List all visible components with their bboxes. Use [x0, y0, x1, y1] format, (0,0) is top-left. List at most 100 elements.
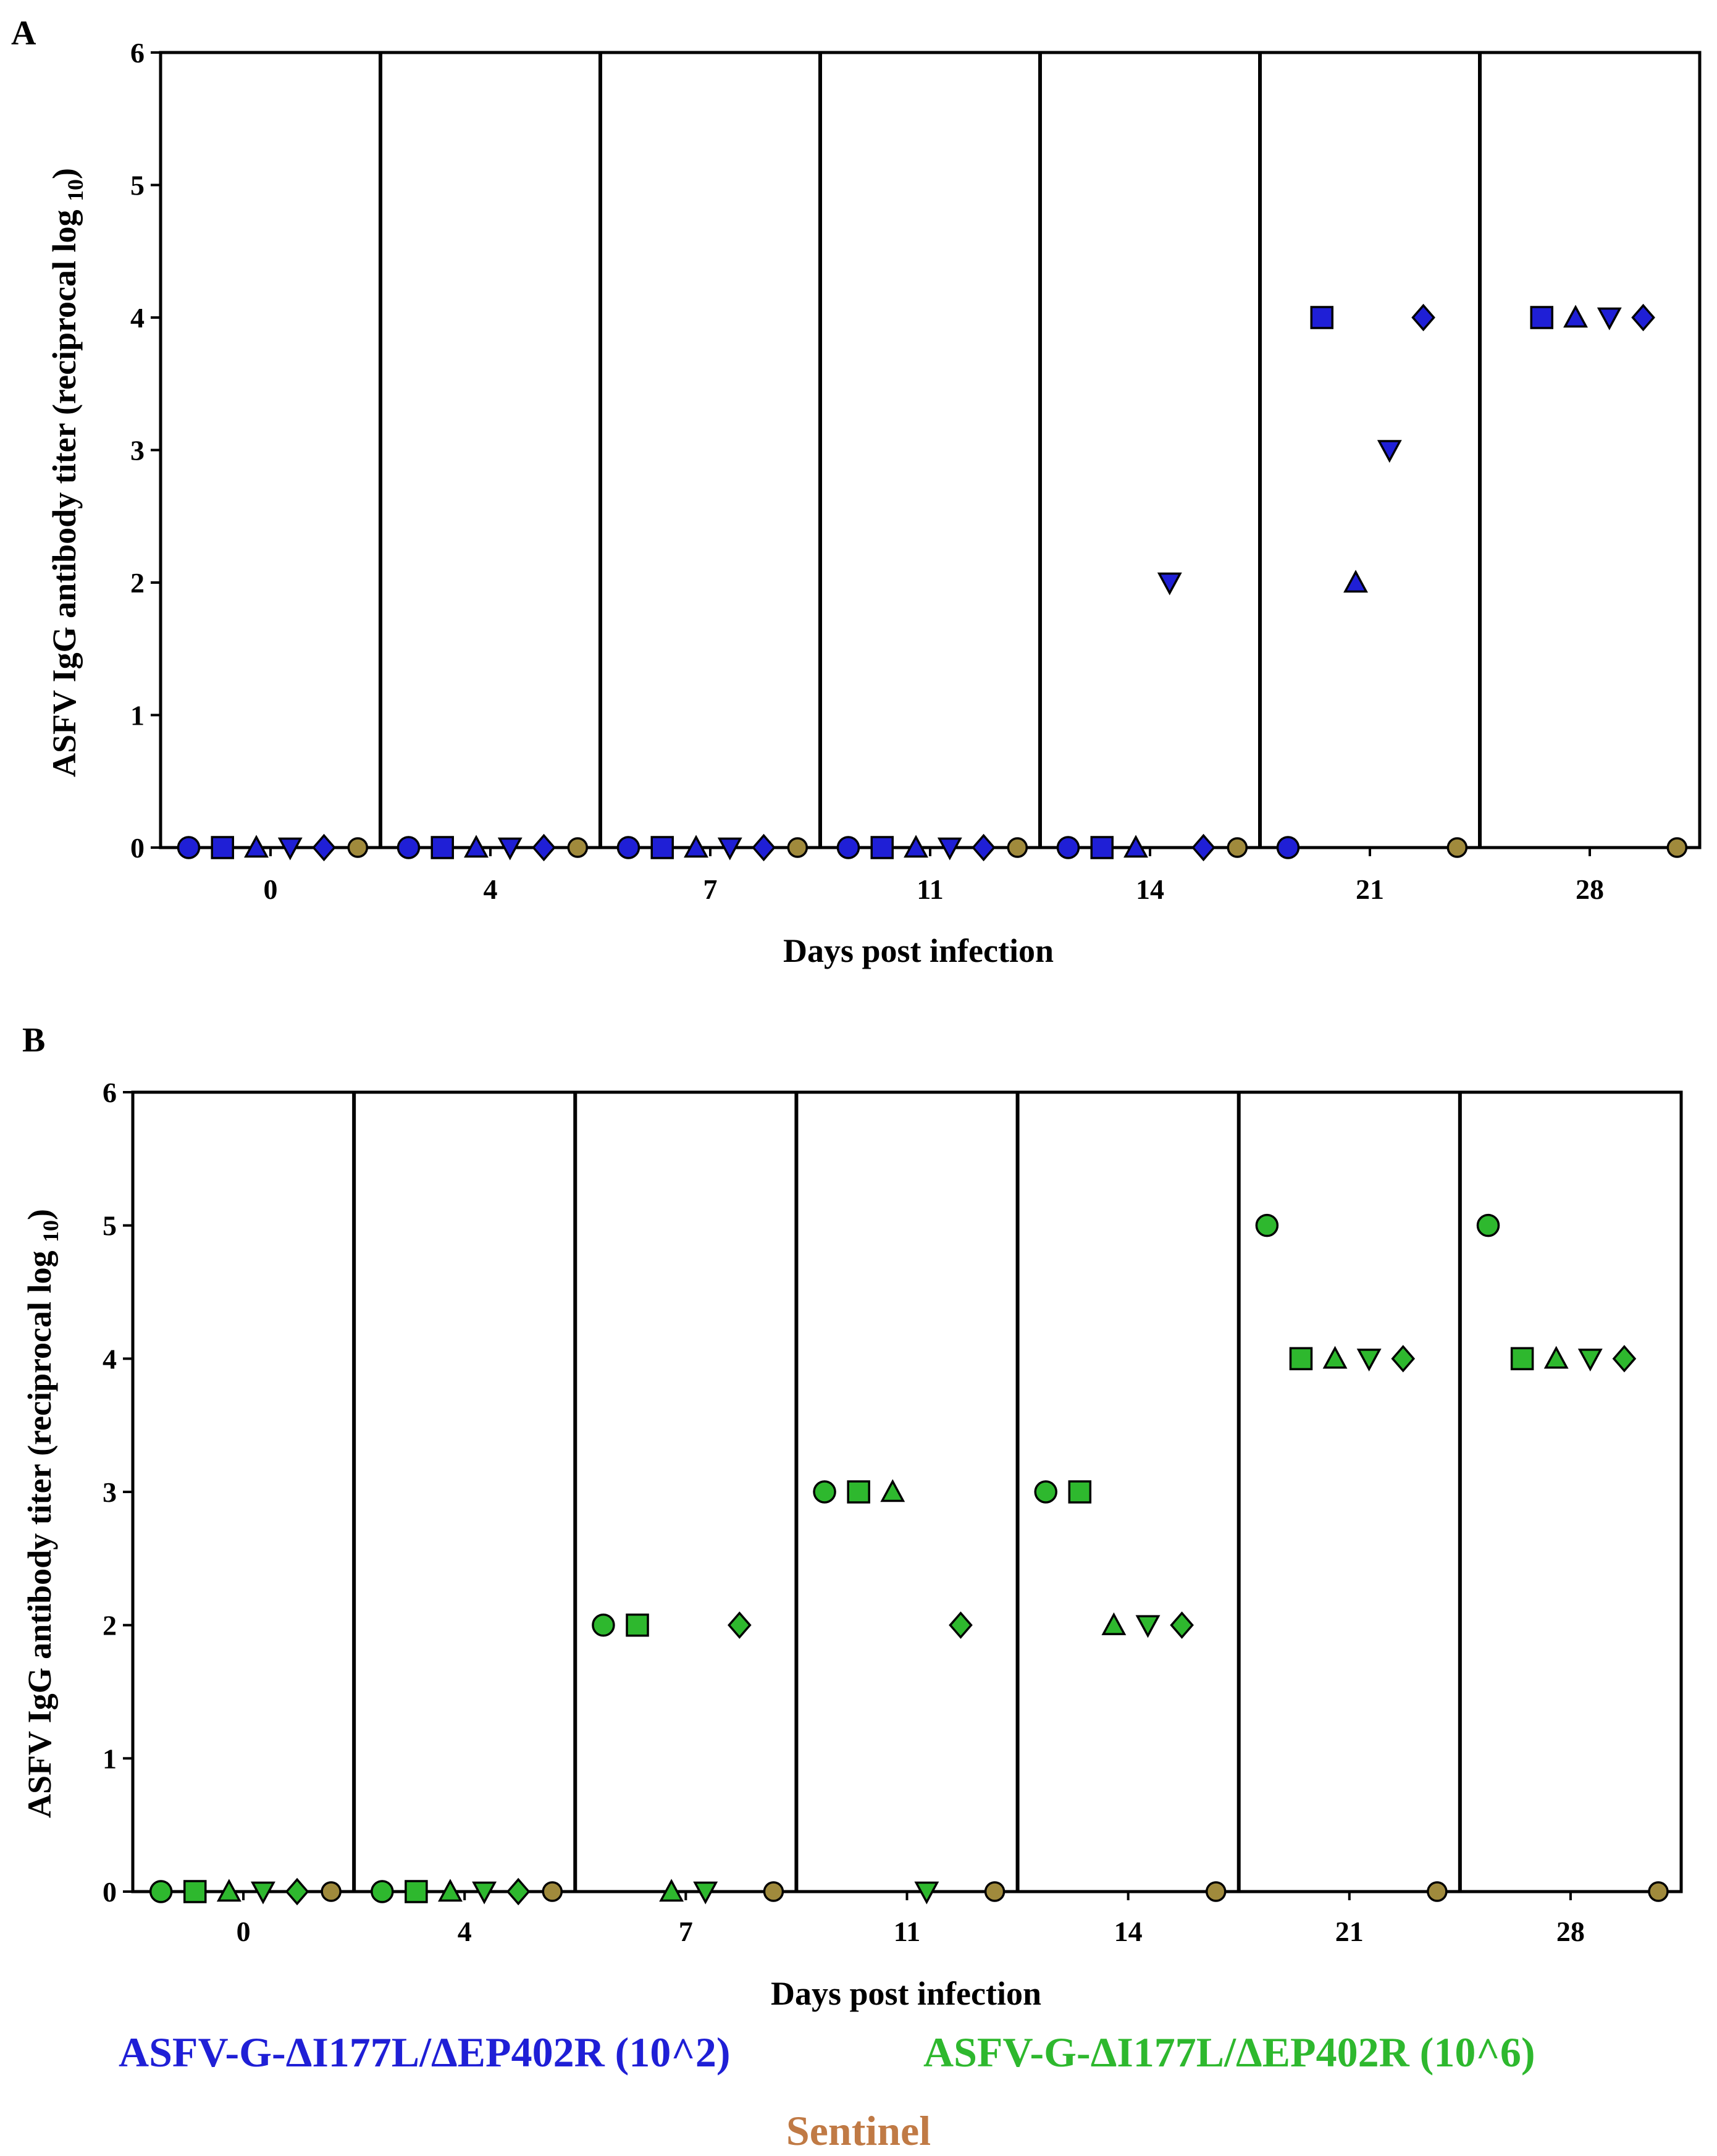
- panel-b-diamond-point: [949, 1611, 973, 1639]
- panel-a-square-point: [1530, 306, 1553, 329]
- panel-a-circle-point: [836, 836, 860, 859]
- panel-a-triangle-down-point: [1597, 307, 1622, 331]
- panel-a-square-point: [430, 836, 454, 859]
- panel-b-x-tick-label: 14: [1114, 1916, 1143, 1947]
- panel-b-circle-point: [1476, 1213, 1500, 1237]
- panel-b-y-tick-label: 3: [103, 1476, 117, 1508]
- panel-b-sentinel-point: [763, 1881, 784, 1902]
- panel-a-diamond-point: [972, 833, 996, 862]
- panel-b-triangle-up-point: [659, 1879, 684, 1902]
- panel-a-diamond-point: [1631, 303, 1655, 332]
- legend-high-dose: ASFV-G-ΔI177L/ΔEP402R (10^6): [923, 2029, 1535, 2076]
- panel-b-square-point: [1510, 1347, 1534, 1371]
- panel-b-sentinel-point: [321, 1881, 342, 1902]
- legend-low-dose: ASFV-G-ΔI177L/ΔEP402R (10^2): [119, 2029, 730, 2076]
- panel-b-triangle-up-point: [438, 1879, 463, 1902]
- panel-a-triangle-down-point: [1157, 572, 1182, 596]
- panel-a-sentinel-point: [347, 837, 369, 858]
- panel-a-letter: A: [11, 14, 36, 53]
- panel-a-x-tick-label: 11: [917, 874, 943, 905]
- panel-a-diamond-point: [752, 833, 776, 862]
- panel-a-square-point: [211, 836, 234, 859]
- panel-a-diamond-point: [1411, 303, 1435, 332]
- panel-b-triangle-down-point: [693, 1881, 718, 1905]
- legend: ASFV-G-ΔI177L/ΔEP402R (10^2) ASFV-G-ΔI17…: [119, 2029, 1535, 2154]
- panel-a-chart: A ASFV IgG antibody titer (reciprocal lo…: [11, 14, 1702, 969]
- panel-b-chart: B ASFV IgG antibody titer (reciprocal lo…: [21, 1021, 1683, 2012]
- panel-b-x-axis-title: Days post infection: [771, 1975, 1041, 2012]
- panel-a-x-tick-label: 4: [484, 874, 498, 905]
- panel-a-diamond-point: [532, 833, 556, 862]
- panel-b-letter: B: [22, 1021, 45, 1059]
- panel-a-triangle-down-point: [277, 837, 303, 861]
- panel-b-square-point: [183, 1880, 207, 1903]
- panel-b-sentinel-point: [984, 1881, 1005, 1902]
- panel-a-triangle-up-point: [904, 835, 928, 858]
- svg-text:ASFV IgG antibody titer (reci: ASFV IgG antibody titer (reciprocal log …: [46, 168, 88, 777]
- panel-b-y-tick-label: 5: [103, 1210, 117, 1242]
- panel-b-triangle-up-point: [1322, 1345, 1348, 1369]
- panel-b-circle-point: [1255, 1213, 1279, 1237]
- panel-b-frame: [131, 1090, 1683, 1893]
- panel-b-square-point: [847, 1480, 870, 1504]
- panel-b-triangle-up-point: [1543, 1345, 1569, 1369]
- panel-b-sentinel-point: [1205, 1881, 1227, 1902]
- panel-b-x-tick-label: 4: [458, 1916, 472, 1947]
- panel-b-diamond-point: [1391, 1345, 1416, 1373]
- panel-b-y-axis-title: ASFV IgG antibody titer (reciprocal log …: [21, 1209, 63, 1818]
- panel-a-frame: [159, 51, 1702, 849]
- panel-a-sentinel-point: [567, 837, 589, 858]
- panel-a-y-axis-title-close: ): [46, 168, 83, 179]
- panel-b-sentinel-point: [542, 1881, 563, 1902]
- panel-a-circle-point: [1276, 836, 1300, 859]
- panel-b-triangle-down-point: [251, 1881, 275, 1905]
- panel-b-x-tick-label: 21: [1335, 1916, 1364, 1947]
- panel-a-y-tick-label: 3: [130, 435, 145, 466]
- panel-a-triangle-up-point: [684, 835, 708, 858]
- panel-b-diamond-point: [285, 1877, 309, 1906]
- panel-a-circle-point: [1056, 836, 1080, 859]
- panel-a-sentinel-point: [1446, 837, 1468, 858]
- panel-b-triangle-down-point: [472, 1881, 497, 1905]
- panel-b-square-point: [1068, 1480, 1092, 1504]
- panel-b-triangle-up-point: [880, 1479, 905, 1502]
- panel-a-diamond-point: [1191, 833, 1215, 862]
- panel-a-sentinel-point: [1666, 837, 1688, 858]
- panel-a-square-point: [1090, 836, 1114, 859]
- panel-a-y-axis-title: ASFV IgG antibody titer (reciprocal log …: [46, 168, 88, 777]
- panel-a-sentinel-point: [787, 837, 808, 858]
- panel-a-x-tick-label: 21: [1356, 874, 1384, 905]
- panel-a-sentinel-point: [1007, 837, 1028, 858]
- panel-a-y-tick-label: 0: [130, 832, 145, 864]
- panel-a-triangle-down-point: [1377, 440, 1402, 463]
- panel-b-triangle-up-point: [216, 1879, 241, 1902]
- panel-a-triangle-down-point: [717, 837, 742, 861]
- panel-a-triangle-down-point: [937, 837, 962, 861]
- panel-a-y-tick-label: 5: [130, 170, 145, 201]
- panel-a-y-tick-label: 2: [130, 567, 145, 599]
- panel-a-square-point: [1310, 306, 1333, 329]
- panel-b-y-axis-title-sub: 10: [38, 1220, 63, 1242]
- panel-b-triangle-down-point: [1577, 1349, 1603, 1372]
- panel-b-x-tick-label: 7: [679, 1916, 693, 1947]
- panel-a-circle-point: [616, 836, 640, 859]
- panel-a-y-tick-label: 6: [130, 37, 145, 69]
- panel-a-triangle-up-point: [244, 835, 269, 858]
- panel-b-circle-point: [149, 1880, 173, 1903]
- panel-a-circle-point: [397, 836, 421, 859]
- panel-b-x-tick-label: 0: [237, 1916, 251, 1947]
- panel-b-triangle-down-point: [1135, 1615, 1161, 1638]
- panel-a-triangle-up-point: [1563, 305, 1588, 328]
- svg-text:ASFV IgG antibody titer (reci: ASFV IgG antibody titer (reciprocal log …: [21, 1209, 63, 1818]
- panel-b-circle-point: [1034, 1480, 1057, 1504]
- panel-b-circle-point: [371, 1880, 394, 1903]
- panel-b-y-tick-label: 6: [103, 1077, 117, 1108]
- panel-a-triangle-down-point: [497, 837, 523, 861]
- panel-b-sentinel-point: [1427, 1881, 1448, 1902]
- panel-a-triangle-up-point: [1123, 835, 1148, 858]
- panel-a-x-tick-label: 7: [703, 874, 718, 905]
- panel-b-circle-point: [813, 1480, 836, 1504]
- panel-a-triangle-up-point: [1343, 570, 1368, 593]
- panel-b-triangle-down-point: [1356, 1349, 1382, 1372]
